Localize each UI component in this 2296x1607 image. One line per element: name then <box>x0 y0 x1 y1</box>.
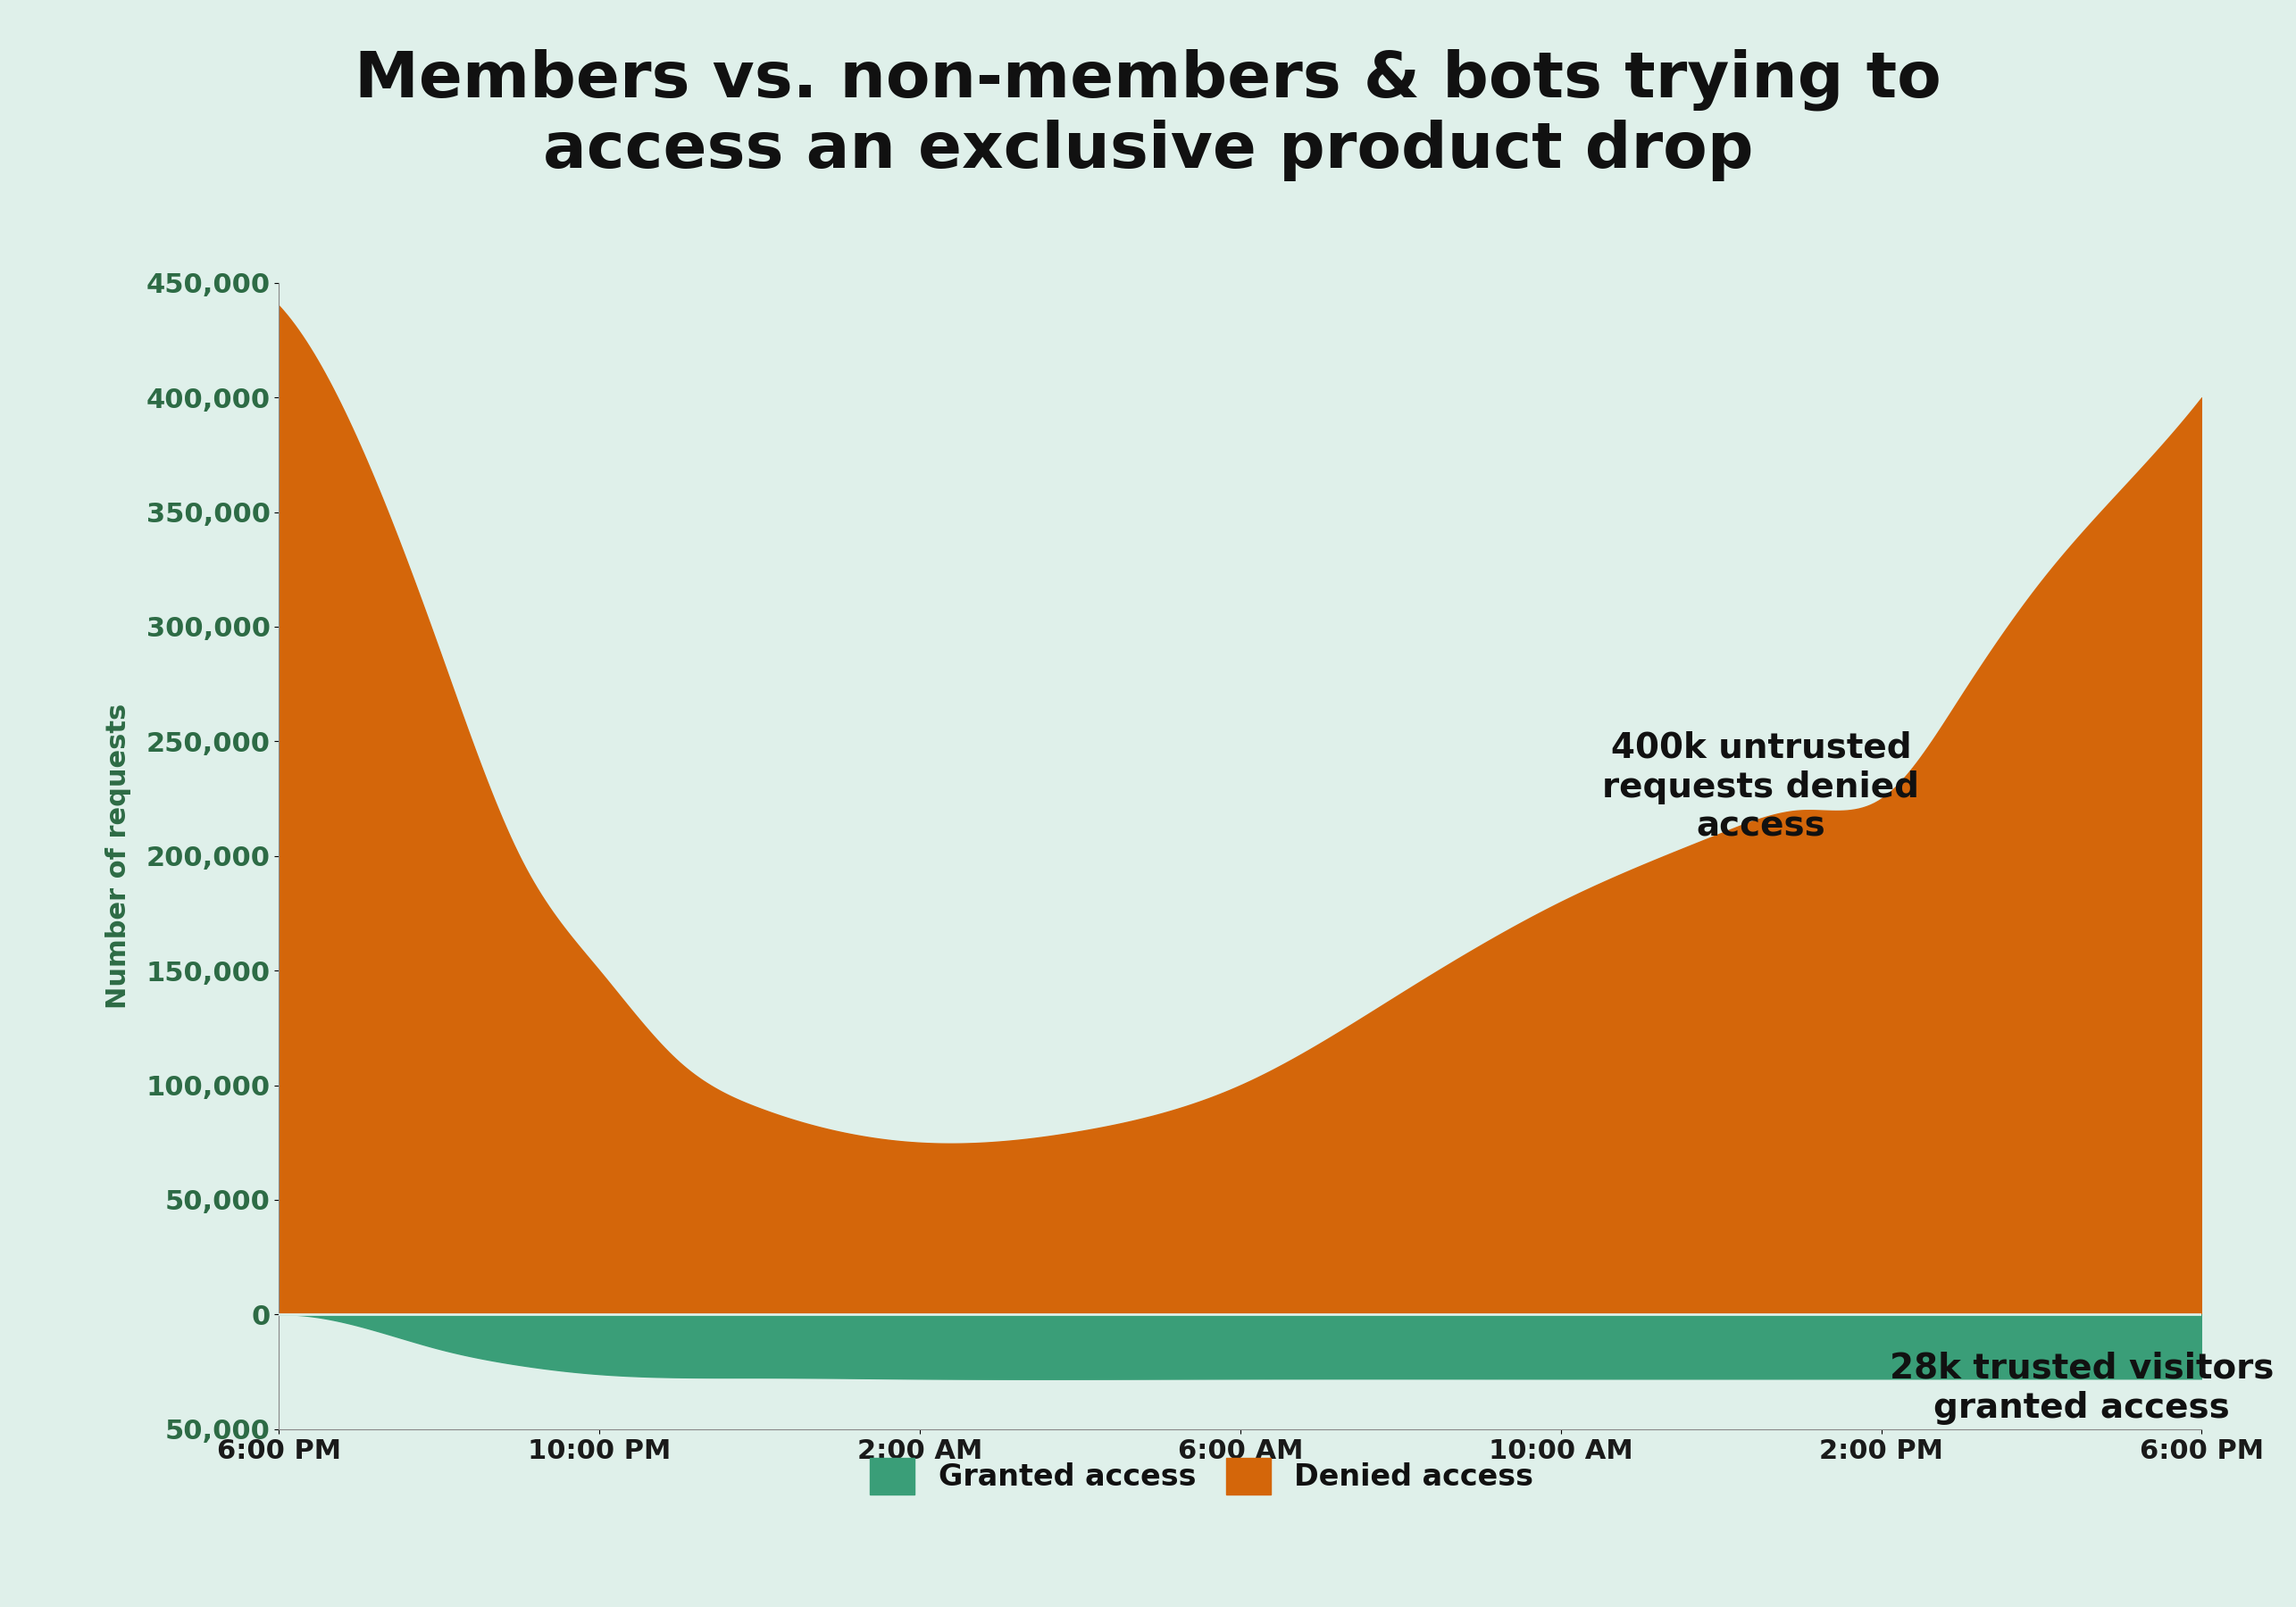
Legend: Granted access, Denied access: Granted access, Denied access <box>859 1446 1545 1506</box>
Text: Members vs. non-members & bots trying to
access an exclusive product drop: Members vs. non-members & bots trying to… <box>354 48 1942 182</box>
Text: 28k trusted visitors
granted access: 28k trusted visitors granted access <box>1890 1351 2273 1424</box>
Y-axis label: Number of requests: Number of requests <box>106 704 131 1009</box>
Text: 400k untrusted
requests denied
access: 400k untrusted requests denied access <box>1603 731 1919 844</box>
